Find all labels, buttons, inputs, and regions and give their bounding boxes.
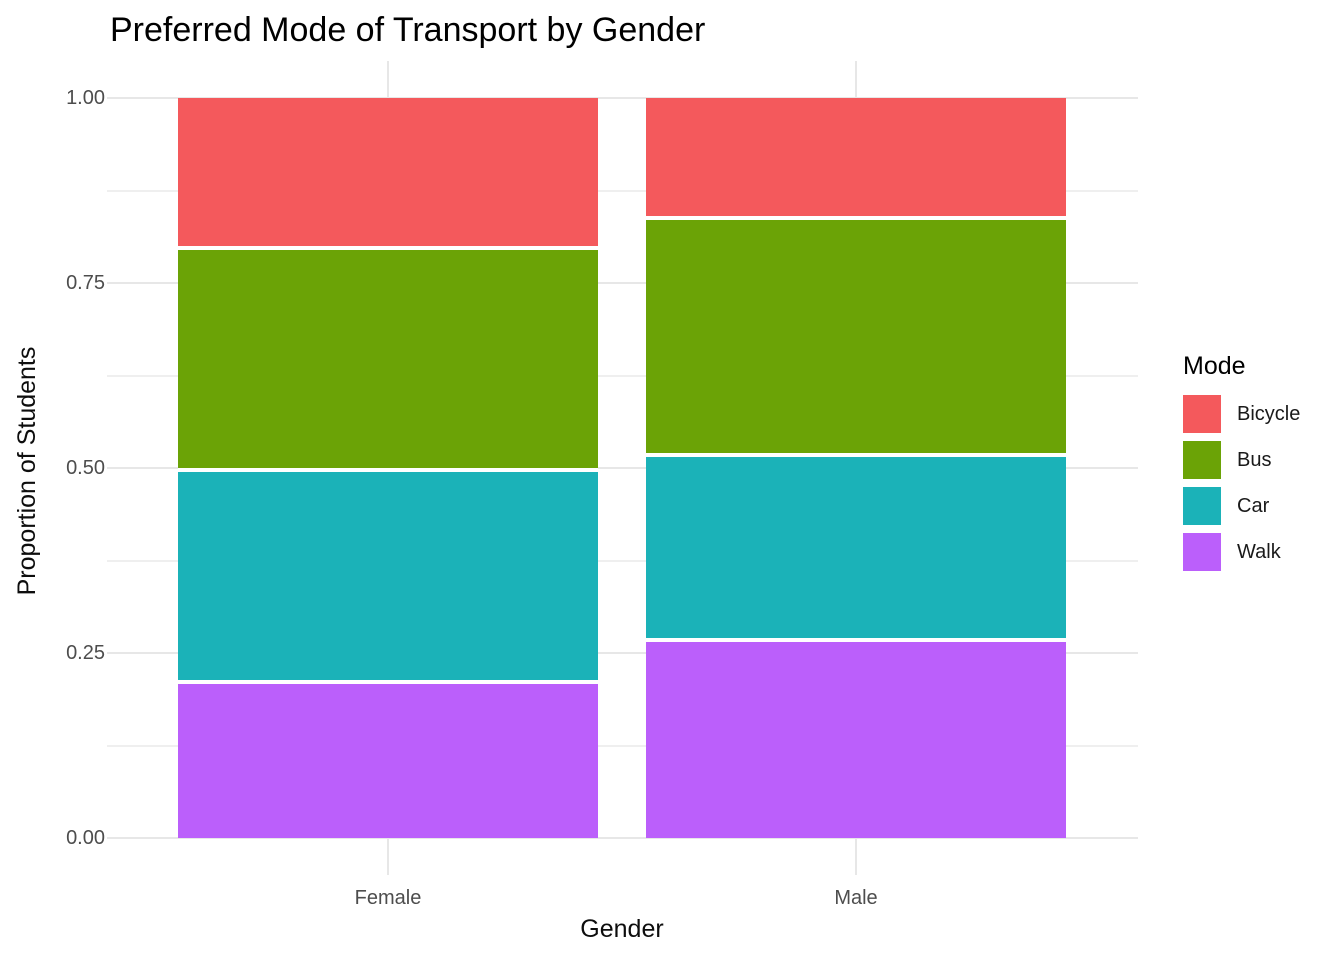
gridline-major — [107, 282, 1138, 284]
y-tick-label: 0.50 — [66, 457, 105, 479]
bar-segment-male-walk — [646, 638, 1066, 838]
y-tick-label: 1.00 — [66, 87, 105, 109]
gridline-minor — [107, 559, 1138, 562]
legend: Mode Bicycle Bus Car Walk — [1183, 352, 1300, 579]
gridline-major — [107, 467, 1138, 469]
gridline-major — [107, 97, 1138, 99]
bar-segment-male-bus — [646, 216, 1066, 454]
bar-segment-female-bus — [178, 246, 598, 468]
legend-label: Walk — [1237, 540, 1281, 563]
x-axis-title: Gender — [580, 915, 664, 943]
legend-item-bicycle: Bicycle — [1183, 395, 1300, 433]
y-tick-label: 0.00 — [66, 827, 105, 849]
gridline-major — [107, 837, 1138, 839]
legend-label: Car — [1237, 494, 1270, 517]
legend-item-car: Car — [1183, 487, 1300, 525]
x-tick-label-female: Female — [354, 887, 422, 909]
gridline-minor — [107, 189, 1138, 192]
legend-swatch-bicycle — [1183, 395, 1221, 433]
plot-panel — [107, 61, 1138, 875]
gridline-major — [107, 652, 1138, 654]
bar-segment-female-bicycle — [178, 98, 598, 246]
legend-swatch-bus — [1183, 441, 1221, 479]
gridline-minor — [107, 744, 1138, 747]
y-tick-label: 0.75 — [66, 272, 105, 294]
legend-title: Mode — [1183, 352, 1246, 380]
legend-swatch-walk — [1183, 533, 1221, 571]
bar-segment-male-car — [646, 453, 1066, 639]
bar-segment-female-car — [178, 468, 598, 680]
y-tick-label: 0.25 — [66, 642, 105, 664]
legend-item-bus: Bus — [1183, 441, 1300, 479]
gridline-minor — [107, 374, 1138, 377]
bar-segment-male-bicycle — [646, 98, 1066, 217]
legend-label: Bicycle — [1237, 402, 1301, 425]
x-tick-label-male: Male — [834, 887, 878, 909]
chart-title: Preferred Mode of Transport by Gender — [110, 11, 706, 49]
legend-item-walk: Walk — [1183, 533, 1300, 571]
bar-segment-female-walk — [178, 679, 598, 838]
legend-label: Bus — [1237, 448, 1272, 471]
legend-swatch-car — [1183, 487, 1221, 525]
